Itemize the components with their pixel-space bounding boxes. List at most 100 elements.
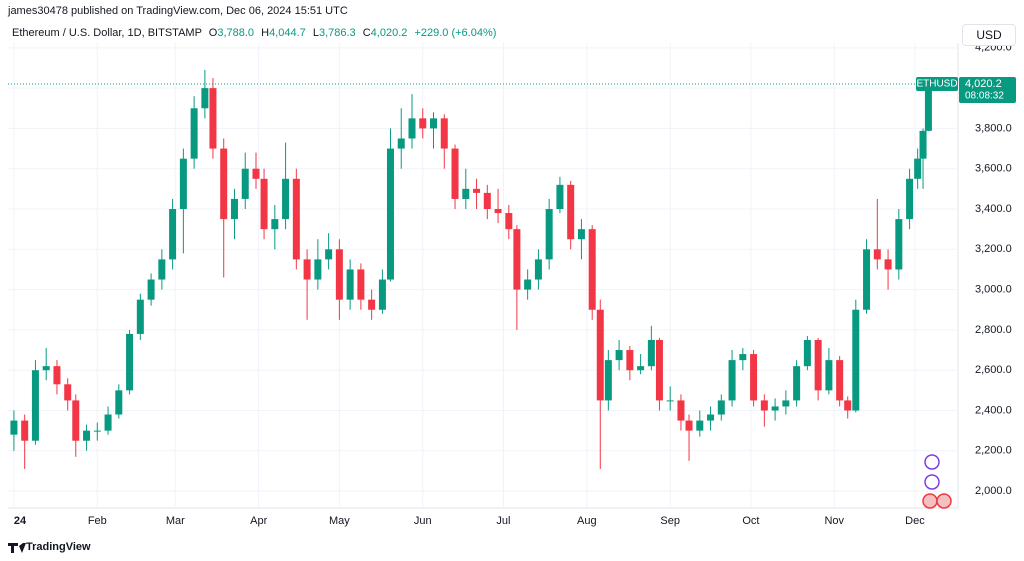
x-tick-label: Aug: [577, 515, 597, 527]
candle-body: [252, 168, 260, 179]
candle-body: [895, 219, 903, 270]
candle-body: [545, 209, 553, 260]
candle-body: [93, 430, 101, 432]
candle-body: [814, 339, 822, 391]
candle-body: [626, 350, 634, 371]
y-tick-label: 2,000.0: [975, 485, 1012, 497]
candle-body: [430, 118, 438, 129]
candle-body: [647, 339, 655, 367]
candle-body: [615, 350, 623, 361]
x-tick-label: Dec: [905, 515, 925, 527]
candle-body: [10, 420, 18, 435]
candle-body: [924, 84, 932, 131]
candle-body: [494, 209, 502, 214]
candle-body: [793, 366, 801, 401]
icon: [922, 493, 938, 509]
candle-body: [760, 400, 768, 411]
published-note: james30478 published on TradingView.com,…: [8, 5, 348, 17]
candle-body: [505, 213, 513, 230]
price-badge: 4,020.2: [965, 78, 1002, 90]
candle-body: [513, 229, 521, 290]
y-tick-label: 3,800.0: [975, 122, 1012, 134]
candle-body: [292, 178, 300, 260]
candle-body: [534, 259, 542, 280]
y-tick-label: 2,200.0: [975, 445, 1012, 457]
candle-body: [42, 366, 50, 371]
candle-body: [728, 360, 736, 401]
y-tick-label: 3,200.0: [975, 243, 1012, 255]
candle-body: [462, 188, 470, 199]
x-tick-label: 24: [14, 515, 27, 527]
candle-body: [31, 370, 39, 441]
candle-body: [260, 178, 268, 230]
x-tick-label: Jun: [414, 515, 432, 527]
candle-body: [451, 148, 459, 199]
candle-body: [884, 259, 892, 270]
candle-body: [230, 198, 238, 220]
icon: [924, 454, 940, 470]
candle-body: [685, 420, 693, 431]
candle-body: [419, 118, 427, 129]
candle-body: [220, 148, 228, 220]
low-key: L: [312, 27, 319, 39]
candle-body: [588, 229, 596, 310]
y-tick-label: 3,000.0: [975, 284, 1012, 296]
symbol: Ethereum / U.S. Dollar, 1D, BITSTAMP: [12, 27, 202, 39]
high-key: H: [261, 27, 270, 39]
candle-body: [836, 360, 844, 401]
indicator-icons: [922, 454, 952, 509]
candle-body: [483, 192, 491, 210]
candle-body: [844, 400, 852, 411]
candle-body: [179, 158, 187, 210]
candle-body: [556, 184, 564, 210]
candle-body: [21, 420, 29, 441]
footer-brand: TradingView: [26, 541, 91, 553]
open-key: O: [208, 27, 218, 39]
candle-body: [158, 259, 166, 280]
x-tick-label: May: [329, 515, 350, 527]
candle-body: [637, 366, 645, 371]
y-tick-label: 2,600.0: [975, 364, 1012, 376]
candle-body: [335, 249, 343, 300]
candle-body: [201, 88, 209, 109]
candle-body: [473, 188, 481, 193]
y-tick-label: 2,800.0: [975, 324, 1012, 336]
candle-body: [677, 400, 685, 421]
y-tick-label: 2,400.0: [975, 404, 1012, 416]
candle-body: [169, 209, 177, 260]
low-value: 3,786.3: [318, 27, 356, 39]
candle-body: [408, 118, 416, 139]
candle-body: [696, 420, 704, 431]
candle-body: [782, 400, 790, 407]
candle-body: [440, 118, 448, 149]
candle-body: [115, 390, 123, 415]
candle-body: [303, 259, 311, 280]
open-value: 3,788.0: [217, 27, 255, 39]
candle-body: [346, 269, 354, 300]
y-tick-label: 3,400.0: [975, 203, 1012, 215]
candle-body: [914, 158, 922, 179]
candle-body: [717, 400, 725, 415]
x-tick-label: Nov: [824, 515, 844, 527]
close-value: 4,020.2: [370, 27, 408, 39]
x-tick-label: Jul: [496, 515, 510, 527]
candle-body: [739, 354, 747, 361]
candle-body: [919, 130, 927, 159]
candle-body: [596, 309, 604, 401]
x-tick-label: Feb: [88, 515, 107, 527]
change: +229.0 (+6.04%): [414, 27, 497, 39]
y-tick-label: 3,600.0: [975, 163, 1012, 175]
candle-body: [524, 279, 532, 290]
currency-button[interactable]: USD: [962, 24, 1016, 46]
candle-body: [325, 249, 333, 260]
candle-body: [83, 430, 91, 441]
candle-body: [241, 168, 249, 199]
candle-body: [271, 219, 279, 230]
candle-body: [386, 148, 394, 280]
logo: [8, 543, 26, 553]
symbol-header: Ethereum / U.S. Dollar, 1D, BITSTAMP O3,…: [12, 27, 496, 39]
candle-body: [378, 279, 386, 310]
candle-body: [707, 414, 715, 421]
